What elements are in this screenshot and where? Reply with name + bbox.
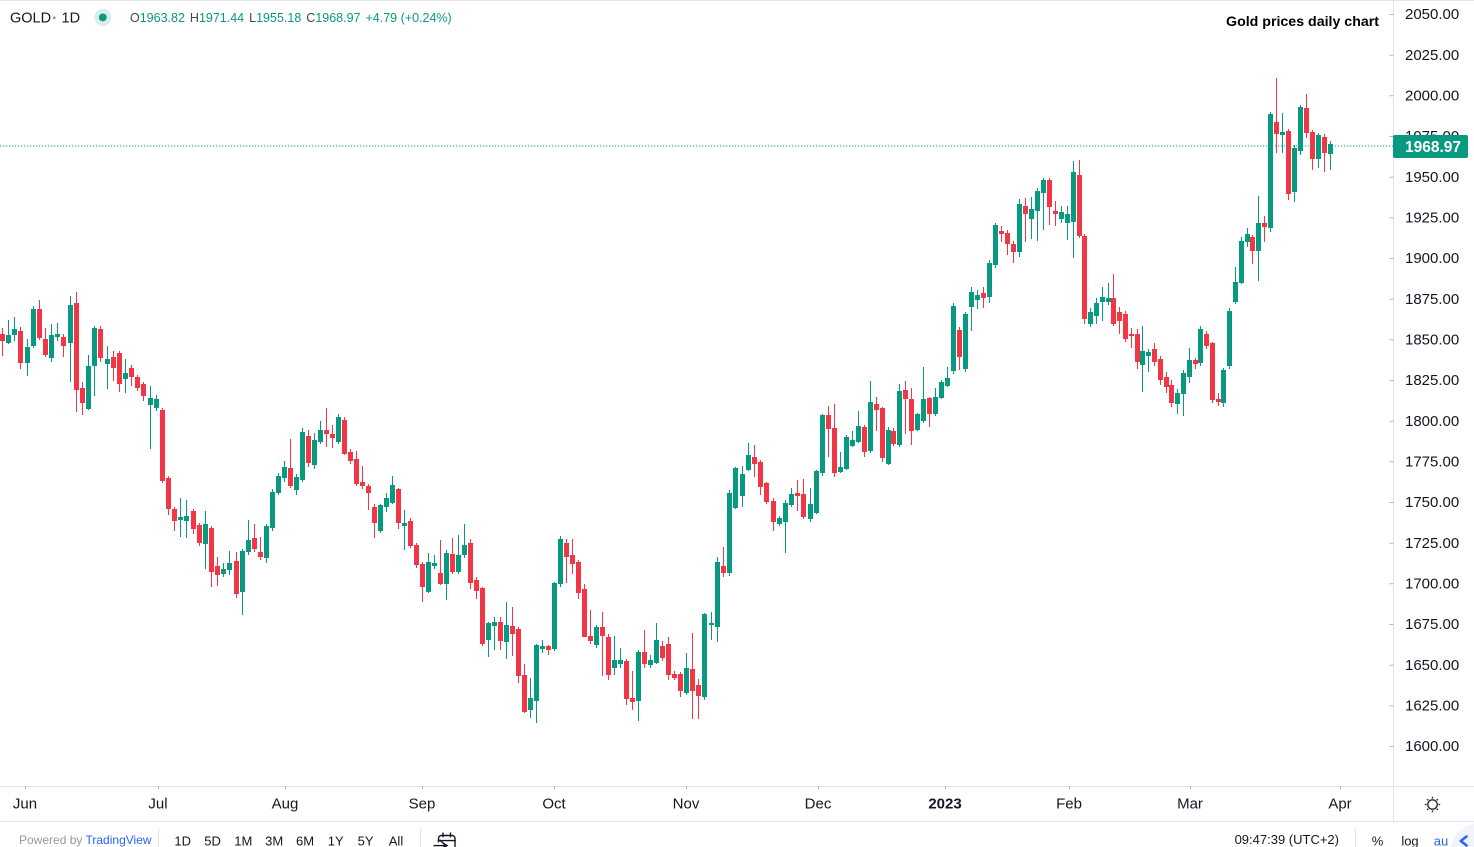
svg-text:2025.00: 2025.00 — [1405, 47, 1459, 64]
svg-text:1675.00: 1675.00 — [1405, 616, 1459, 633]
svg-text:1825.00: 1825.00 — [1405, 372, 1459, 389]
svg-text:Dec: Dec — [805, 796, 832, 813]
svg-text:1600.00: 1600.00 — [1405, 738, 1459, 755]
svg-text:1950.00: 1950.00 — [1405, 169, 1459, 186]
svg-text:Aug: Aug — [272, 796, 299, 813]
svg-text:1M: 1M — [234, 834, 252, 847]
svg-text:Oct: Oct — [542, 796, 566, 813]
svg-text:All: All — [389, 834, 404, 847]
svg-text:1700.00: 1700.00 — [1405, 576, 1459, 593]
svg-text:Feb: Feb — [1056, 796, 1082, 813]
svg-text:3M: 3M — [265, 834, 283, 847]
svg-text:1925.00: 1925.00 — [1405, 210, 1459, 227]
svg-text:1650.00: 1650.00 — [1405, 657, 1459, 674]
svg-text:1900.00: 1900.00 — [1405, 250, 1459, 267]
svg-text:Jun: Jun — [13, 796, 37, 813]
svg-text:2023: 2023 — [928, 796, 961, 813]
svg-text:5D: 5D — [204, 834, 221, 847]
svg-text:09:47:39 (UTC+2): 09:47:39 (UTC+2) — [1235, 832, 1339, 847]
svg-text:1750.00: 1750.00 — [1405, 494, 1459, 511]
svg-text:5Y: 5Y — [358, 834, 374, 847]
svg-text:2050.00: 2050.00 — [1405, 6, 1459, 23]
svg-text:1968.97: 1968.97 — [1405, 139, 1461, 156]
svg-text:1625.00: 1625.00 — [1405, 698, 1459, 715]
svg-text:1875.00: 1875.00 — [1405, 291, 1459, 308]
svg-text:1850.00: 1850.00 — [1405, 332, 1459, 349]
svg-text:Powered by TradingView: Powered by TradingView — [19, 833, 152, 847]
svg-text:Sep: Sep — [409, 796, 436, 813]
svg-text:Apr: Apr — [1328, 796, 1351, 813]
svg-text:2000.00: 2000.00 — [1405, 88, 1459, 105]
svg-text:Jul: Jul — [148, 796, 167, 813]
svg-text:%: % — [1372, 834, 1384, 847]
svg-text:Gold prices daily chart: Gold prices daily chart — [1226, 14, 1379, 30]
svg-text:6M: 6M — [296, 834, 314, 847]
svg-text:1D: 1D — [62, 10, 81, 26]
svg-text:1800.00: 1800.00 — [1405, 413, 1459, 430]
svg-text:GOLD: GOLD — [10, 10, 51, 26]
svg-text:1D: 1D — [174, 834, 191, 847]
svg-text:Mar: Mar — [1177, 796, 1203, 813]
svg-text:1Y: 1Y — [328, 834, 344, 847]
svg-text:Nov: Nov — [673, 796, 700, 813]
svg-text:1725.00: 1725.00 — [1405, 535, 1459, 552]
svg-text:log: log — [1401, 834, 1418, 847]
svg-text:au: au — [1434, 834, 1448, 847]
svg-text:1775.00: 1775.00 — [1405, 454, 1459, 471]
